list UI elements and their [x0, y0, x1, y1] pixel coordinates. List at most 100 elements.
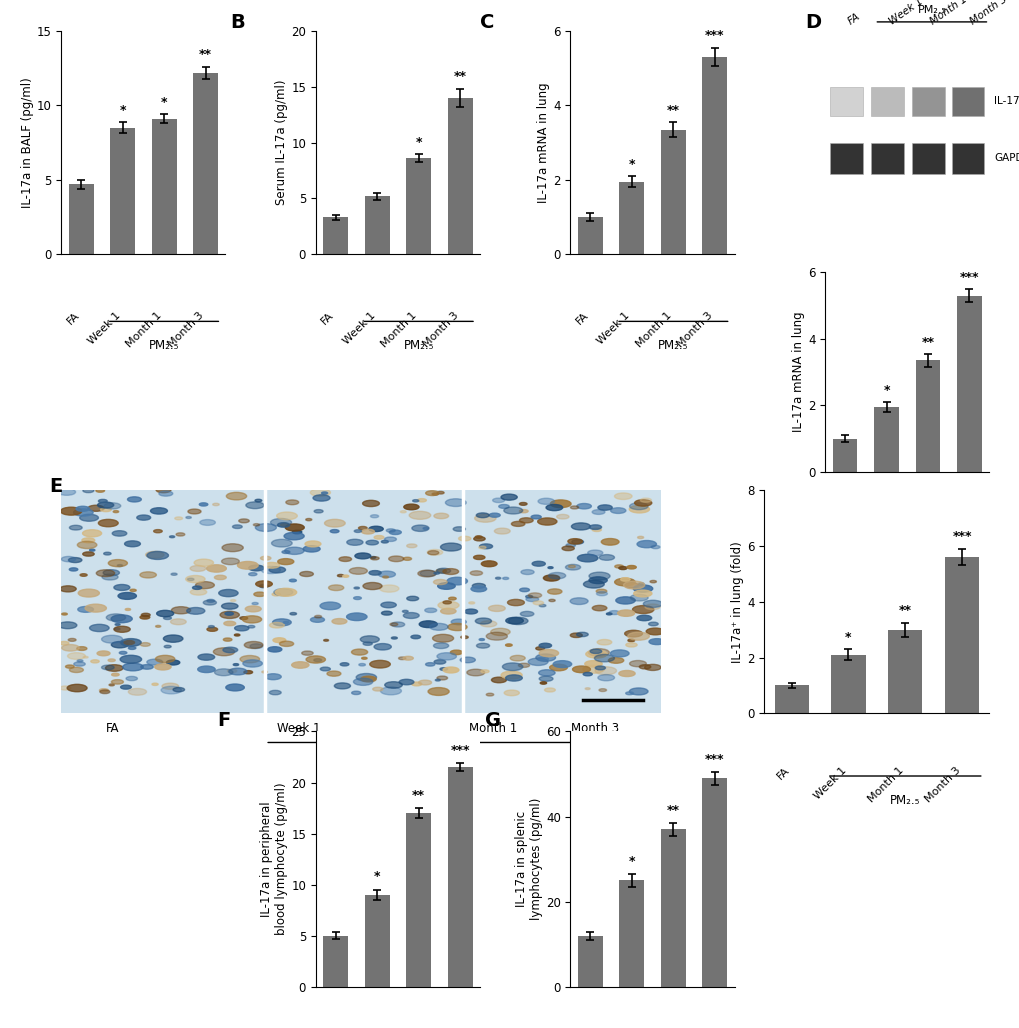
Circle shape	[114, 626, 130, 632]
Circle shape	[122, 663, 143, 671]
Bar	[956, 296, 981, 472]
Text: **: **	[920, 336, 933, 348]
Bar	[915, 361, 940, 472]
Circle shape	[403, 656, 413, 660]
Circle shape	[481, 561, 496, 566]
Circle shape	[363, 583, 382, 590]
Circle shape	[120, 638, 141, 647]
Circle shape	[503, 507, 522, 514]
Circle shape	[275, 588, 297, 596]
Circle shape	[391, 637, 397, 639]
Circle shape	[222, 544, 243, 552]
Circle shape	[166, 660, 179, 665]
Circle shape	[140, 616, 150, 619]
Circle shape	[352, 691, 361, 695]
Circle shape	[225, 612, 233, 616]
Circle shape	[276, 512, 297, 520]
Bar	[702, 778, 727, 987]
Circle shape	[147, 659, 163, 665]
Circle shape	[448, 597, 455, 600]
Circle shape	[58, 622, 76, 629]
Text: Month 3: Month 3	[421, 310, 460, 350]
Circle shape	[627, 565, 636, 568]
Circle shape	[155, 664, 171, 670]
Circle shape	[600, 539, 619, 545]
Circle shape	[464, 609, 477, 614]
Text: Month 1: Month 1	[865, 765, 905, 804]
Text: *: *	[119, 104, 125, 117]
Circle shape	[613, 493, 632, 500]
Circle shape	[433, 642, 448, 649]
Circle shape	[262, 671, 267, 673]
Circle shape	[598, 689, 606, 692]
Circle shape	[436, 568, 450, 574]
Circle shape	[151, 508, 167, 514]
Bar	[110, 127, 135, 254]
Y-axis label: IL-17a mRNA in lung: IL-17a mRNA in lung	[537, 82, 550, 203]
Circle shape	[436, 653, 455, 660]
Circle shape	[417, 499, 426, 502]
Circle shape	[60, 686, 71, 690]
Bar	[660, 830, 685, 987]
Circle shape	[474, 514, 495, 522]
Circle shape	[125, 609, 130, 611]
Bar	[951, 143, 983, 174]
Text: FA: FA	[846, 11, 862, 27]
Circle shape	[128, 689, 147, 695]
Circle shape	[239, 617, 248, 620]
Circle shape	[526, 597, 538, 601]
Circle shape	[588, 573, 609, 580]
Circle shape	[473, 537, 485, 541]
Circle shape	[370, 660, 390, 668]
Circle shape	[577, 504, 591, 509]
Text: **: **	[666, 104, 680, 116]
Circle shape	[519, 503, 527, 506]
Text: Month 1: Month 1	[469, 723, 517, 735]
Circle shape	[154, 529, 162, 533]
Circle shape	[327, 671, 340, 676]
Bar	[873, 407, 898, 472]
Text: *: *	[415, 136, 422, 149]
Circle shape	[105, 665, 123, 671]
Circle shape	[101, 508, 111, 512]
Circle shape	[577, 554, 597, 562]
Circle shape	[418, 571, 436, 577]
Circle shape	[519, 510, 528, 513]
Circle shape	[270, 518, 291, 526]
Circle shape	[480, 670, 488, 673]
Circle shape	[255, 500, 262, 502]
Circle shape	[259, 585, 268, 588]
Circle shape	[60, 507, 82, 515]
Circle shape	[388, 556, 404, 561]
Circle shape	[61, 645, 79, 651]
Text: PM₂.₅: PM₂.₅	[657, 339, 688, 353]
Circle shape	[380, 687, 401, 695]
Circle shape	[538, 669, 554, 675]
Circle shape	[221, 603, 237, 610]
Circle shape	[587, 550, 602, 556]
Circle shape	[423, 527, 428, 529]
Circle shape	[595, 589, 606, 593]
Circle shape	[398, 657, 406, 660]
Circle shape	[619, 566, 627, 570]
Circle shape	[227, 669, 236, 672]
Circle shape	[370, 515, 378, 518]
Circle shape	[114, 585, 129, 590]
Circle shape	[69, 667, 84, 672]
Circle shape	[576, 632, 588, 636]
Circle shape	[171, 607, 191, 614]
Circle shape	[592, 510, 604, 514]
Text: **: **	[453, 70, 467, 83]
Circle shape	[596, 592, 607, 595]
Circle shape	[479, 544, 492, 549]
Circle shape	[283, 533, 304, 540]
Circle shape	[314, 510, 323, 513]
Circle shape	[386, 528, 394, 533]
Circle shape	[637, 541, 656, 548]
Text: PM₂.₅: PM₂.₅	[149, 339, 179, 353]
Circle shape	[539, 676, 552, 682]
Circle shape	[120, 655, 142, 663]
Text: ***: ***	[704, 29, 723, 42]
Circle shape	[108, 559, 127, 566]
Text: **: **	[412, 788, 425, 802]
